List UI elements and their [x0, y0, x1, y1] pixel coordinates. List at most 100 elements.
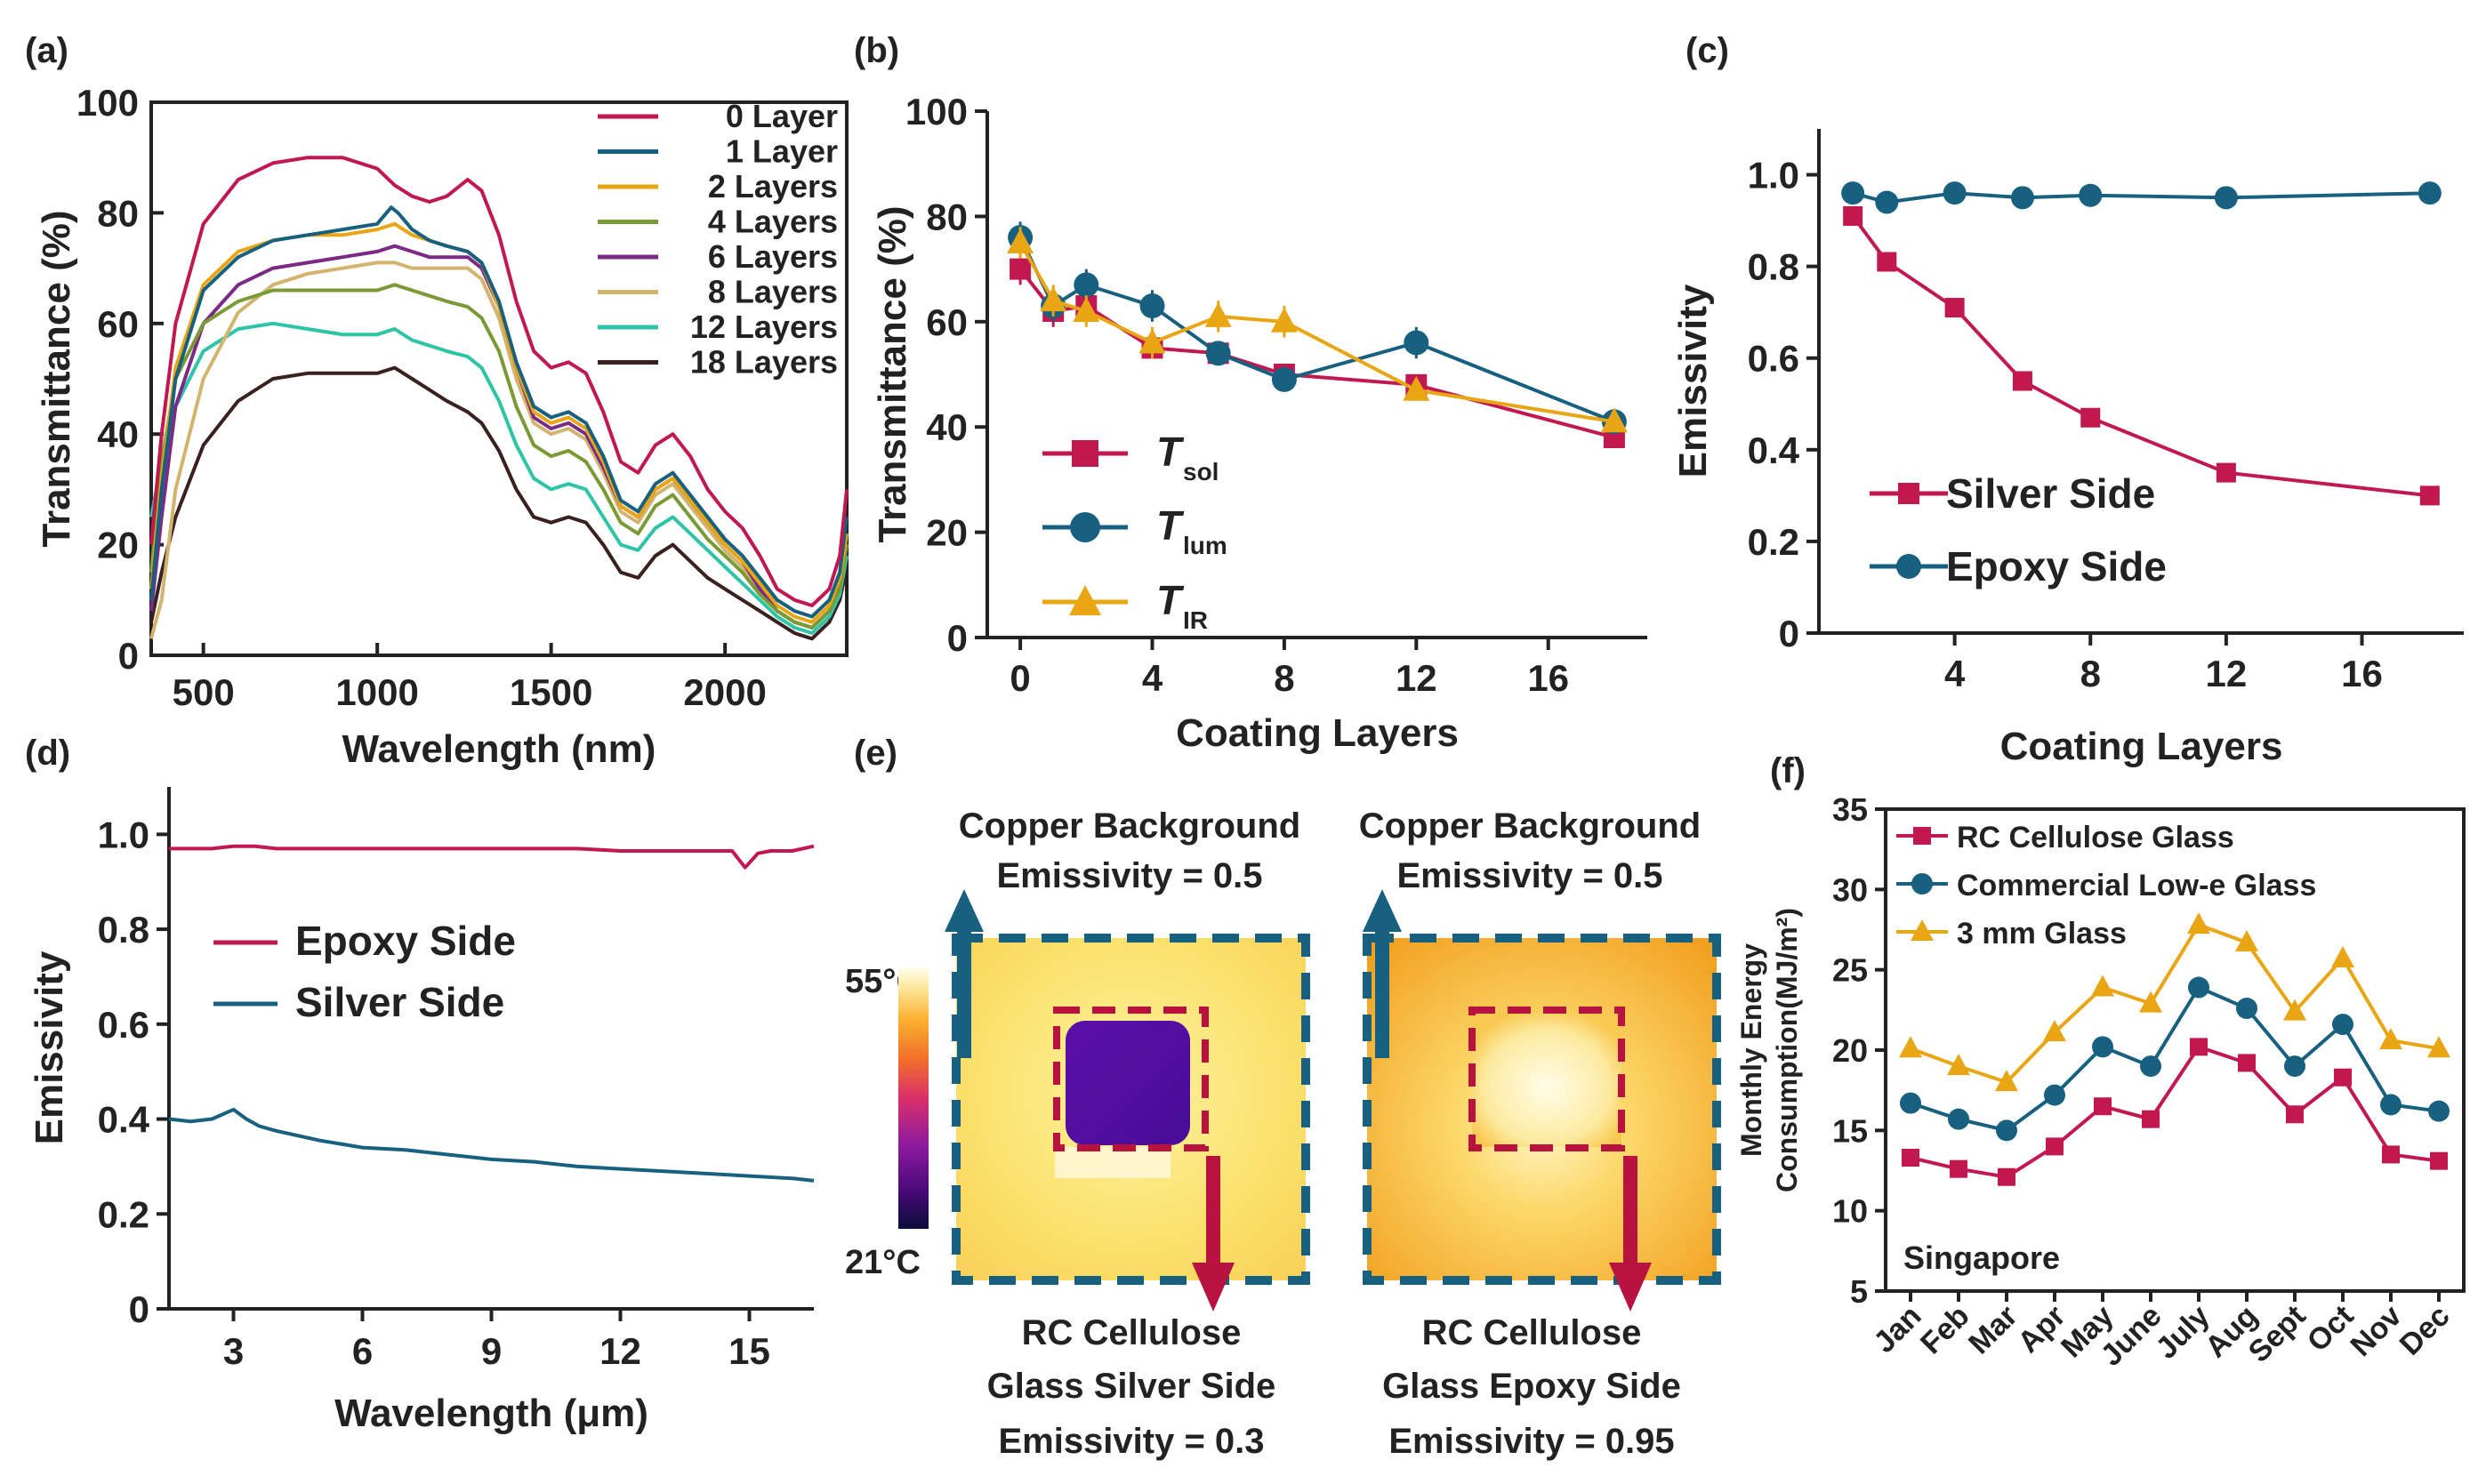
c-data-point [2216, 462, 2236, 483]
b-data-point [1074, 272, 1099, 298]
panel-label-f: (f) [1770, 751, 1806, 790]
f-xtick-label: Oct [2301, 1299, 2361, 1359]
f-xtick-label: Jan [1867, 1299, 1927, 1360]
f-data-point [2235, 929, 2258, 951]
b-legend-subscript: sol [1183, 458, 1219, 485]
d-ytick-label: 1.0 [98, 814, 149, 855]
e-right-top-line2: Emissivity = 0.5 [1396, 856, 1662, 895]
c-xtick-label: 16 [2341, 653, 2383, 694]
f-data-point [2332, 1014, 2353, 1036]
b-ytick-label: 0 [947, 617, 968, 659]
f-data-point [2092, 1036, 2113, 1058]
b-series-line [1018, 237, 1615, 424]
b-xtick-label: 8 [1274, 657, 1294, 699]
c-data-point [1843, 205, 1863, 226]
chart-a-transmittance-spectra: 0 20 40 60 80 100 500 1000 1500 2000 Wavelength (n… [35, 82, 849, 771]
e-left-sample-cold [1066, 1021, 1190, 1145]
f-data-point [2094, 1097, 2112, 1116]
d-y-axis-label: Emissivity [28, 951, 71, 1144]
c-ytick-label: 1.0 [1748, 155, 1799, 197]
f-data-point [2334, 1068, 2352, 1087]
e-left-up-arrow-icon [945, 889, 984, 1058]
b-data-point [1403, 375, 1430, 401]
f-data-point [2140, 1055, 2161, 1078]
f-series-line [1910, 1045, 2440, 1179]
f-data-point [1996, 1119, 2017, 1142]
b-legend-marker [1072, 440, 1098, 467]
d-ytick-label: 0.6 [98, 1004, 149, 1046]
f-xtick-label: Nov [2344, 1299, 2408, 1363]
d-legend-label: Silver Side [295, 979, 504, 1025]
e-left-bottom-line1: RC Cellulose [1022, 1313, 1242, 1352]
e-right-bottom-line1: RC Cellulose [1422, 1313, 1642, 1352]
a-xtick-label: 500 [173, 671, 235, 713]
c-legend-label: Silver Side [1946, 470, 2155, 517]
f-legend-marker [1911, 873, 1933, 894]
f-data-point [2091, 975, 2114, 997]
b-data-point [1404, 330, 1429, 356]
a-xtick-label: 2000 [683, 671, 766, 713]
b-series-line [1018, 242, 1615, 424]
chart-d-emissivity-spectra: 0 0.2 0.4 0.6 0.8 1.0 3 6 9 12 15 Wavelength (μm) Em… [28, 787, 815, 1435]
panel-e-thermal-images: Copper Background Emissivity = 0.5 Coppe… [845, 806, 1721, 1461]
a-series-line [149, 244, 849, 630]
a-legend-label: 1 Layer [726, 133, 838, 170]
e-left-top-line2: Emissivity = 0.5 [996, 856, 1262, 895]
c-data-point [1841, 181, 1865, 205]
c-data-point [1877, 252, 1897, 272]
d-ytick-label: 0.4 [98, 1099, 150, 1141]
a-plot-frame [149, 100, 849, 657]
d-xtick-label: 15 [728, 1330, 770, 1372]
f-xtick-label: Feb [1914, 1299, 1976, 1361]
f-data-point [2380, 1094, 2402, 1116]
a-x-axis-label: Wavelength (nm) [342, 727, 656, 771]
c-y-axis-label: Emissivity [1671, 284, 1715, 477]
d-series-line [168, 1107, 815, 1183]
f-data-point [1902, 1149, 1919, 1167]
f-data-point [1899, 1036, 1922, 1058]
c-data-point [2419, 485, 2440, 506]
f-y-axis-label-line1: Monthly Energy [1735, 943, 1767, 1157]
f-data-point [2142, 1110, 2160, 1128]
b-data-point [1010, 258, 1032, 280]
d-xtick-label: 12 [599, 1330, 641, 1372]
b-data-point [1073, 296, 1100, 322]
b-ytick-label: 60 [926, 301, 968, 343]
e-left-outer-dashed-box [952, 934, 1310, 1285]
b-legend-subscript: IR [1183, 606, 1208, 634]
a-ytick-label: 0 [118, 635, 139, 677]
a-xtick-label: 1500 [510, 671, 592, 713]
f-xtick-label: Mar [1962, 1299, 2024, 1361]
f-ytick-label: 30 [1832, 871, 1868, 908]
f-data-point [2286, 1105, 2304, 1124]
f-ytick-label: 15 [1832, 1112, 1868, 1149]
c-ytick-label: 0.4 [1748, 429, 1800, 471]
f-legend-label: 3 mm Glass [1957, 917, 2127, 951]
f-y-axis-label-line2: Consumption(MJ/m²) [1771, 908, 1803, 1192]
c-legend-marker [1898, 483, 1919, 504]
a-series-line [149, 321, 849, 636]
e-right-inner-dashed-box [1468, 1007, 1625, 1151]
a-ytick-label: 80 [97, 192, 139, 234]
d-xtick-label: 9 [481, 1330, 502, 1372]
f-xtick-label: Apr [2011, 1299, 2072, 1360]
f-data-point [2187, 912, 2210, 935]
c-data-point [1875, 190, 1899, 214]
f-data-point [2382, 1145, 2400, 1164]
b-x-axis-label: Coating Layers [1176, 711, 1459, 755]
f-data-point [2283, 999, 2306, 1021]
a-legend-label: 12 Layers [690, 309, 838, 345]
d-ytick-label: 0.2 [98, 1193, 149, 1235]
c-series-line [1852, 191, 2430, 205]
c-data-point [2010, 186, 2034, 210]
f-legend-marker [1913, 827, 1931, 845]
f-series-line [1910, 984, 2440, 1133]
f-ytick-label: 35 [1832, 791, 1868, 828]
c-ytick-label: 0.8 [1748, 246, 1799, 288]
f-data-point [1995, 1070, 2018, 1092]
e-left-inner-dashed-box [1053, 1007, 1209, 1151]
a-xtick-label: 1000 [335, 671, 418, 713]
e-left-bottom-line3: Emissivity = 0.3 [998, 1422, 1264, 1461]
c-series-line [1851, 214, 2431, 498]
b-data-point [1270, 307, 1298, 333]
